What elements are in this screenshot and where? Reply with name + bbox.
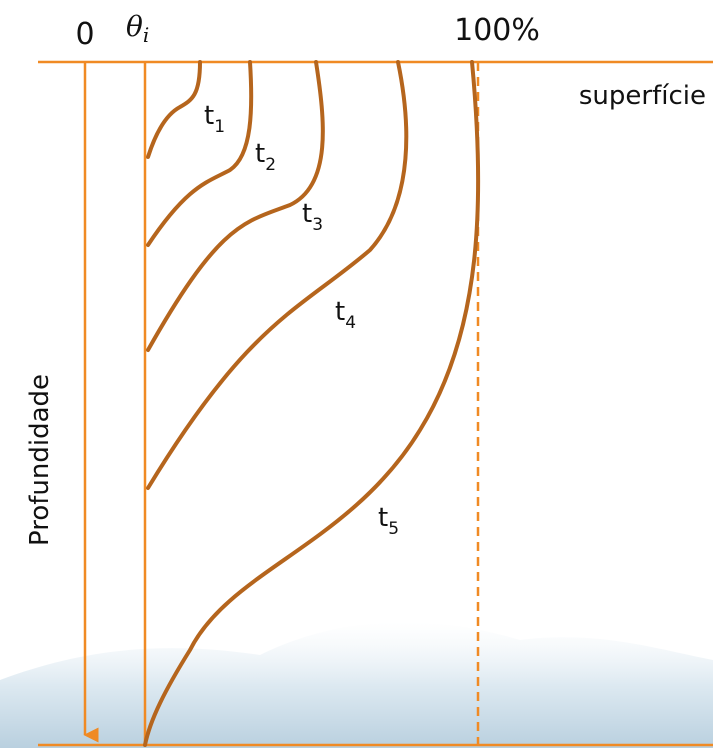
subscript: 1 [214,117,225,137]
curve-label: t3 [302,199,323,235]
curve [146,60,202,159]
base: t [255,139,265,169]
curve [146,60,325,352]
subscript: i [143,23,149,47]
depth-label: Profundidade [25,374,55,546]
curve [146,60,254,247]
base: t [204,101,214,131]
initial-label: θi [126,10,149,47]
curve-label: t2 [255,139,276,175]
curve-label: t4 [335,297,356,333]
background-ice [0,622,713,748]
subscript: 3 [312,215,323,235]
max-label: 100% [454,13,540,48]
symbol: θ [126,10,143,43]
curve-label: t1 [204,101,225,137]
subscript: 4 [345,313,356,333]
origin-label: 0 [75,17,94,52]
subscript: 5 [388,519,399,539]
curve [146,60,409,490]
curve-label: t5 [378,503,399,539]
base: t [335,297,345,327]
surface-label: superfície [579,81,706,111]
subscript: 2 [265,155,276,175]
base: t [302,199,312,229]
curve [143,60,481,747]
base: t [378,503,388,533]
